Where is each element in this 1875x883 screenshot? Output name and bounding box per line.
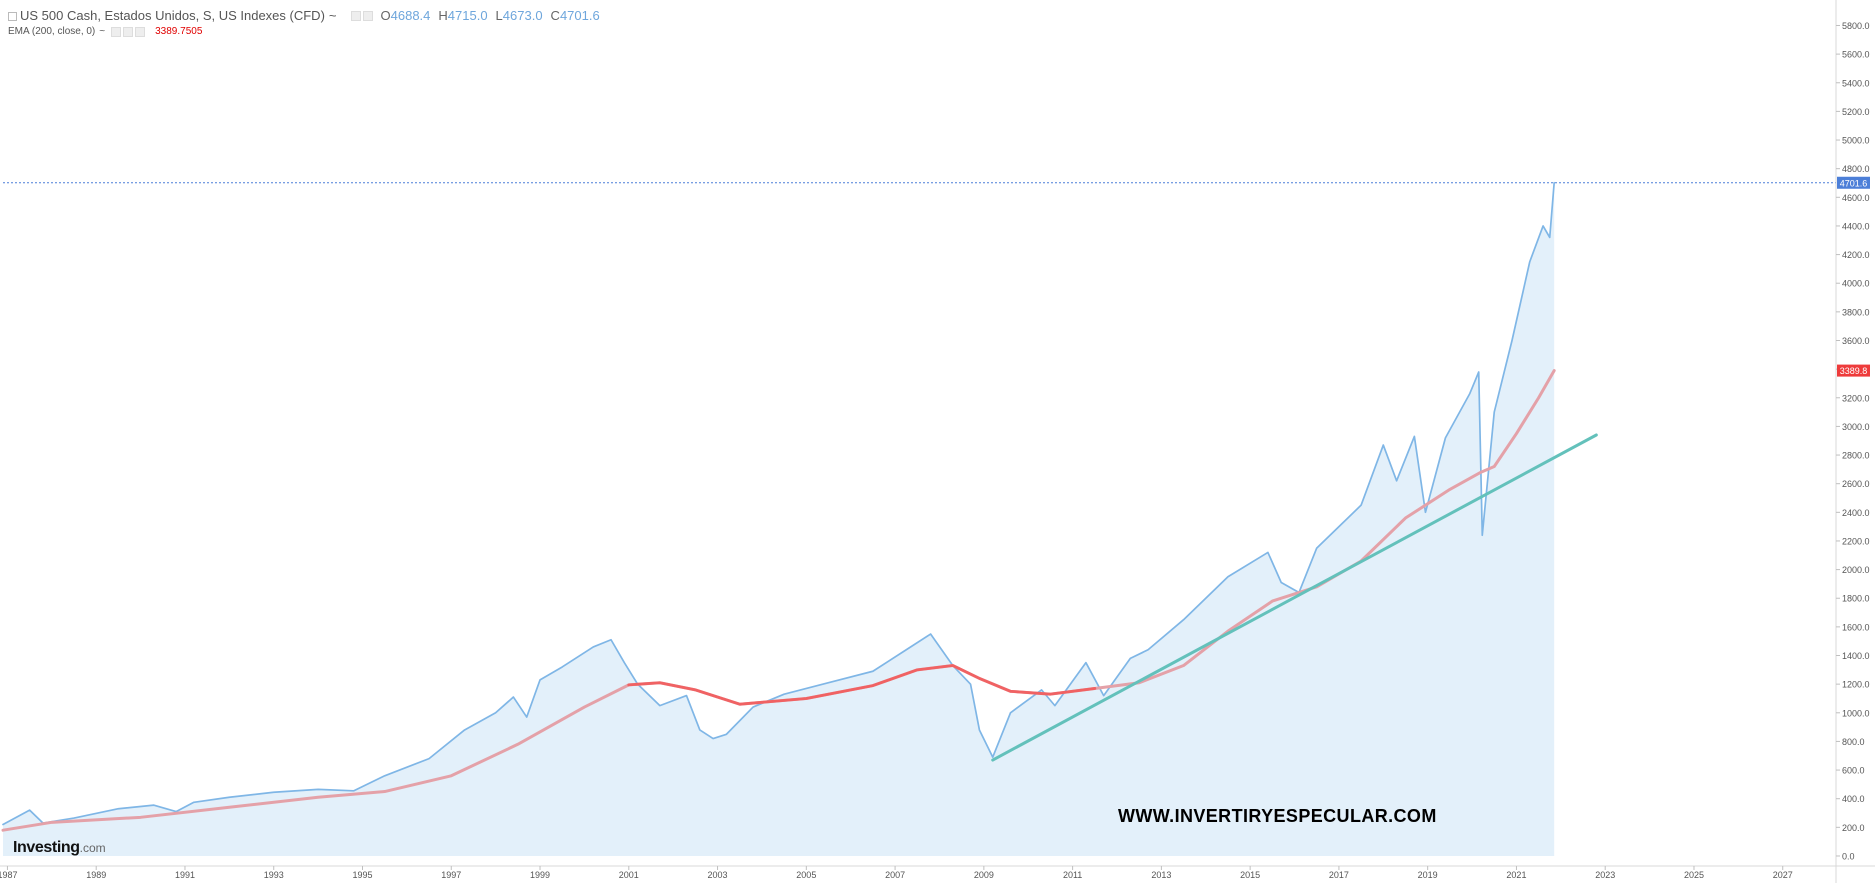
ema-value: 3389.7505 bbox=[155, 26, 203, 37]
x-tick-label-6: 1999 bbox=[530, 870, 550, 880]
x-tick-label-11: 2009 bbox=[974, 870, 994, 880]
x-tick-label-7: 2001 bbox=[619, 870, 639, 880]
y-tick-label-14: 2800.0 bbox=[1842, 451, 1870, 461]
y-tick-label-0: 0.0 bbox=[1842, 851, 1855, 861]
y-tick-label-29: 5800.0 bbox=[1842, 21, 1870, 31]
ema-last-badge-label: 3389.8 bbox=[1840, 366, 1868, 376]
ema-visibility-icon[interactable] bbox=[123, 27, 134, 37]
x-tick-label-10: 2007 bbox=[885, 870, 905, 880]
y-tick-label-4: 800.0 bbox=[1842, 737, 1865, 747]
x-tick-label-15: 2017 bbox=[1329, 870, 1349, 880]
x-tick-label-18: 2023 bbox=[1595, 870, 1615, 880]
y-tick-label-18: 3600.0 bbox=[1842, 336, 1870, 346]
x-tick-label-19: 2025 bbox=[1684, 870, 1704, 880]
ema-close-icon[interactable] bbox=[135, 27, 146, 37]
series-price-line bbox=[2, 181, 1556, 826]
symbol-title: US 500 Cash, Estados Unidos, S, US Index… bbox=[20, 8, 325, 23]
chart-legend: US 500 Cash, Estados Unidos, S, US Index… bbox=[8, 7, 600, 39]
x-tick-label-3: 1993 bbox=[264, 870, 284, 880]
investing-logo: Investing.com bbox=[13, 839, 106, 857]
y-tick-label-5: 1000.0 bbox=[1842, 708, 1870, 718]
y-tick-label-19: 3800.0 bbox=[1842, 307, 1870, 317]
y-tick-label-25: 5000.0 bbox=[1842, 136, 1870, 146]
series-ema-highlight bbox=[627, 664, 1097, 706]
y-tick-label-27: 5400.0 bbox=[1842, 78, 1870, 88]
low-value: 4673.0 bbox=[502, 8, 543, 23]
x-tick-label-13: 2013 bbox=[1151, 870, 1171, 880]
last-price-badge-label: 4701.6 bbox=[1840, 178, 1868, 188]
y-tick-label-16: 3200.0 bbox=[1842, 393, 1870, 403]
x-tick-label-0: 1987 bbox=[0, 870, 17, 880]
logo-main: Investing bbox=[13, 839, 80, 856]
series-trendline bbox=[991, 433, 1598, 762]
x-tick-label-4: 1995 bbox=[352, 870, 372, 880]
y-tick-label-7: 1400.0 bbox=[1842, 651, 1870, 661]
ema-options-caret[interactable]: ~ bbox=[99, 26, 106, 37]
ema-last-badge: 3389.8 bbox=[1837, 364, 1870, 377]
y-tick-label-26: 5200.0 bbox=[1842, 107, 1870, 117]
high-value: 4715.0 bbox=[447, 8, 488, 23]
watermark-text: WWW.INVERTIRYESPECULAR.COM bbox=[1118, 806, 1437, 826]
ema-label: EMA (200, close, 0) bbox=[8, 26, 96, 37]
open-label: O bbox=[380, 8, 391, 23]
symbol-legend-row: US 500 Cash, Estados Unidos, S, US Index… bbox=[8, 7, 600, 25]
close-label: C bbox=[550, 8, 560, 23]
close-value: 4701.6 bbox=[559, 8, 600, 23]
y-tick-label-10: 2000.0 bbox=[1842, 565, 1870, 575]
ema-settings-icon[interactable] bbox=[111, 27, 122, 37]
collapse-icon[interactable] bbox=[8, 11, 17, 21]
ema-legend-row: EMA (200, close, 0) ~ 3389.7505 bbox=[8, 25, 600, 39]
low-label: L bbox=[495, 8, 503, 23]
y-tick-label-28: 5600.0 bbox=[1842, 50, 1870, 60]
y-tick-label-22: 4400.0 bbox=[1842, 221, 1870, 231]
x-tick-label-1: 1989 bbox=[86, 870, 106, 880]
settings-icon[interactable] bbox=[350, 11, 361, 21]
y-tick-label-1: 200.0 bbox=[1842, 823, 1865, 833]
logo-suffix: .com bbox=[79, 841, 106, 855]
y-tick-label-9: 1800.0 bbox=[1842, 594, 1870, 604]
y-tick-label-2: 400.0 bbox=[1842, 794, 1865, 804]
y-tick-label-12: 2400.0 bbox=[1842, 508, 1870, 518]
x-tick-label-17: 2021 bbox=[1506, 870, 1526, 880]
x-tick-label-5: 1997 bbox=[441, 870, 461, 880]
high-label: H bbox=[438, 8, 448, 23]
close-icon[interactable] bbox=[362, 11, 373, 21]
y-tick-label-3: 600.0 bbox=[1842, 766, 1865, 776]
y-tick-label-15: 3000.0 bbox=[1842, 422, 1870, 432]
last-price-badge-bg bbox=[1837, 176, 1870, 189]
y-tick-label-13: 2600.0 bbox=[1842, 479, 1870, 489]
x-tick-label-2: 1991 bbox=[175, 870, 195, 880]
x-tick-label-8: 2003 bbox=[708, 870, 728, 880]
x-tick-label-16: 2019 bbox=[1418, 870, 1438, 880]
y-tick-label-20: 4000.0 bbox=[1842, 279, 1870, 289]
plot-layer bbox=[1, 181, 1836, 856]
y-tick-label-6: 1200.0 bbox=[1842, 680, 1870, 690]
ema-last-badge-bg bbox=[1837, 364, 1870, 377]
x-tick-label-14: 2015 bbox=[1240, 870, 1260, 880]
x-tick-label-9: 2005 bbox=[796, 870, 816, 880]
y-tick-label-23: 4600.0 bbox=[1842, 193, 1870, 203]
symbol-options-caret[interactable]: ~ bbox=[328, 8, 337, 23]
y-tick-label-8: 1600.0 bbox=[1842, 622, 1870, 632]
y-tick-label-21: 4200.0 bbox=[1842, 250, 1870, 260]
x-tick-label-20: 2027 bbox=[1773, 870, 1793, 880]
open-value: 4688.4 bbox=[390, 8, 431, 23]
x-tick-label-12: 2011 bbox=[1063, 870, 1082, 880]
series-price-area bbox=[3, 182, 1555, 856]
last-price-badge: 4701.6 bbox=[1837, 176, 1870, 189]
y-tick-label-11: 2200.0 bbox=[1842, 536, 1870, 546]
y-tick-label-24: 4800.0 bbox=[1842, 164, 1870, 174]
